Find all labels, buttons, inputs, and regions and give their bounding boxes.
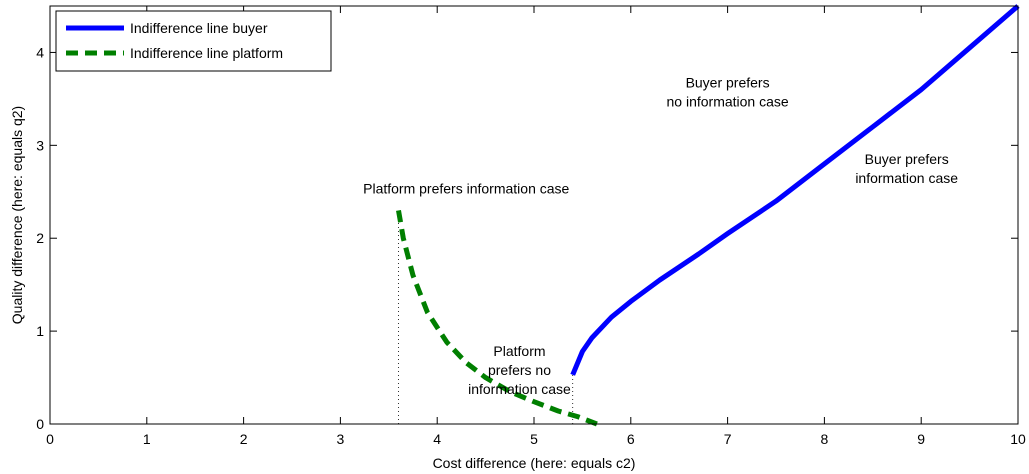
y-tick-label: 2 <box>36 230 44 246</box>
x-tick-label: 1 <box>143 431 151 447</box>
x-tick-label: 5 <box>530 431 538 447</box>
annotation-line: prefers no <box>488 362 551 378</box>
x-tick-label: 2 <box>240 431 248 447</box>
platform-indifference-line <box>396 209 598 427</box>
y-axis-label: Quality difference (here: equals q2) <box>9 106 25 324</box>
annotation-line: Buyer prefers <box>865 151 949 167</box>
y-tick-label: 4 <box>36 44 44 60</box>
x-tick-label: 8 <box>821 431 829 447</box>
x-tick-label: 7 <box>724 431 732 447</box>
buyer-indifference-line <box>570 4 1020 376</box>
chart-annotations: Platform prefers information case Platfor… <box>363 75 958 397</box>
annotation-line: Buyer prefers <box>686 75 770 91</box>
x-tick-label: 4 <box>433 431 441 447</box>
annotation-line: information case <box>855 170 958 186</box>
x-tick-label: 6 <box>627 431 635 447</box>
legend: Indifference line buyer Indifference lin… <box>55 10 332 72</box>
annotation-text: Buyer prefers information case <box>855 151 958 186</box>
annotation-line: information case <box>468 381 571 397</box>
y-tick-label: 0 <box>36 416 44 432</box>
annotation-text: Platform prefers information case <box>363 181 569 197</box>
annotation-line: no information case <box>667 94 789 110</box>
axis-tick-labels: 0 1 2 3 4 5 6 7 8 9 10 0 1 2 3 4 <box>36 44 1026 447</box>
x-tick-label: 9 <box>917 431 925 447</box>
annotation-text: Buyer prefers no information case <box>667 75 789 110</box>
x-tick-label: 10 <box>1010 431 1026 447</box>
y-tick-label: 1 <box>36 323 44 339</box>
legend-label-buyer: Indifference line buyer <box>130 20 268 36</box>
y-tick-label: 3 <box>36 137 44 153</box>
annotation-text: Platform prefers no information case <box>468 343 571 397</box>
plot-lines <box>396 4 1020 427</box>
x-tick-label: 0 <box>46 431 54 447</box>
annotation-line: Platform <box>493 343 545 359</box>
x-axis-label: Cost difference (here: equals c2) <box>433 455 636 471</box>
annotation-line: Platform prefers information case <box>363 181 569 197</box>
legend-label-platform: Indifference line platform <box>130 45 283 61</box>
legend-box <box>55 10 332 72</box>
x-tick-label: 3 <box>337 431 345 447</box>
